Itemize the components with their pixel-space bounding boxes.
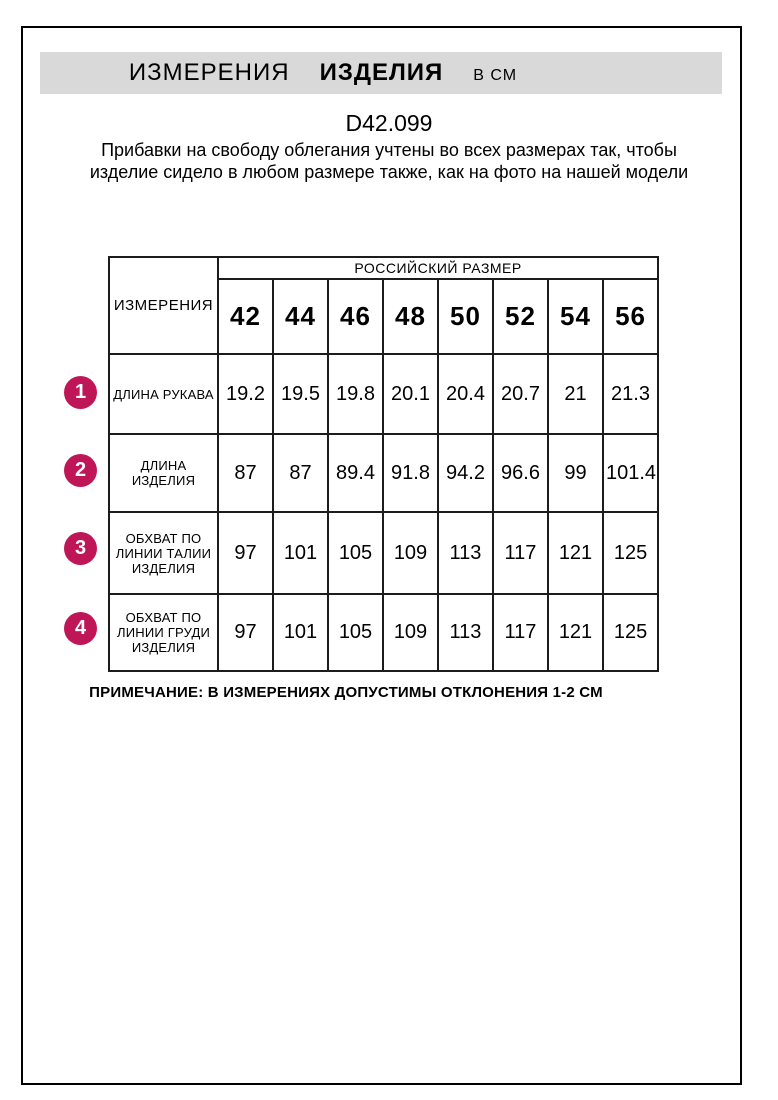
row-label: ДЛИНА ИЗДЕЛИЯ bbox=[108, 433, 219, 513]
row-label: ОБХВАТ ПО ЛИНИИ ТАЛИИ ИЗДЕЛИЯ bbox=[108, 511, 219, 595]
cell-value: 101 bbox=[272, 511, 329, 595]
cell-value: 87 bbox=[272, 433, 329, 513]
cell-value: 19.5 bbox=[272, 353, 329, 435]
table-row-item-length: ДЛИНА ИЗДЕЛИЯ 87 87 89.4 91.8 94.2 96.6 … bbox=[108, 433, 660, 513]
cell-value: 94.2 bbox=[437, 433, 494, 513]
russian-size-header: РОССИЙСКИЙ РАЗМЕР bbox=[216, 256, 660, 280]
size-header-row: 42 44 46 48 50 52 54 56 bbox=[109, 278, 660, 355]
cell-value: 121 bbox=[547, 511, 604, 595]
cell-value: 20.4 bbox=[437, 353, 494, 435]
row-label: ОБХВАТ ПО ЛИНИИ ГРУДИ ИЗДЕЛИЯ bbox=[108, 593, 219, 672]
row-marker-2: 2 bbox=[64, 454, 97, 487]
cell-value: 97 bbox=[217, 593, 274, 672]
row-label: ДЛИНА РУКАВА bbox=[108, 353, 219, 435]
title-bar: ИЗМЕРЕНИЯ ИЗДЕЛИЯ В СМ bbox=[40, 52, 722, 94]
row-marker-1: 1 bbox=[64, 376, 97, 409]
cell-value: 21 bbox=[547, 353, 604, 435]
table-row-chest-girth: ОБХВАТ ПО ЛИНИИ ГРУДИ ИЗДЕЛИЯ 97 101 105… bbox=[108, 593, 660, 672]
cell-value: 20.7 bbox=[492, 353, 549, 435]
cell-value: 125 bbox=[601, 593, 660, 672]
size-42: 42 bbox=[217, 278, 274, 355]
cell-value: 113 bbox=[437, 511, 494, 595]
cell-value: 97 bbox=[217, 511, 274, 595]
measurements-table: ИЗМЕРЕНИЯ РОССИЙСКИЙ РАЗМЕР 42 44 46 48 … bbox=[108, 256, 660, 672]
size-50: 50 bbox=[437, 278, 494, 355]
cell-value: 19.2 bbox=[217, 353, 274, 435]
size-46: 46 bbox=[327, 278, 384, 355]
table-row-waist-girth: ОБХВАТ ПО ЛИНИИ ТАЛИИ ИЗДЕЛИЯ 97 101 105… bbox=[108, 511, 660, 595]
title-unit: В СМ bbox=[473, 67, 518, 84]
size-44: 44 bbox=[272, 278, 329, 355]
size-54: 54 bbox=[547, 278, 604, 355]
cell-value: 113 bbox=[437, 593, 494, 672]
cell-value: 89.4 bbox=[327, 433, 384, 513]
cell-value: 105 bbox=[327, 593, 384, 672]
cell-value: 121 bbox=[547, 593, 604, 672]
cell-value: 91.8 bbox=[382, 433, 439, 513]
cell-value: 19.8 bbox=[327, 353, 384, 435]
size-56: 56 bbox=[601, 278, 660, 355]
row-marker-4: 4 bbox=[64, 612, 97, 645]
cell-value: 117 bbox=[492, 593, 549, 672]
cell-value: 109 bbox=[382, 511, 439, 595]
size-48: 48 bbox=[382, 278, 439, 355]
cell-value: 109 bbox=[382, 593, 439, 672]
cell-value: 87 bbox=[217, 433, 274, 513]
page-border-frame bbox=[21, 26, 742, 1085]
title-product: ИЗДЕЛИЯ bbox=[319, 59, 444, 86]
cell-value: 20.1 bbox=[382, 353, 439, 435]
fit-description: Прибавки на свободу облегания учтены во … bbox=[89, 140, 689, 182]
table-row-sleeve-length: ДЛИНА РУКАВА 19.2 19.5 19.8 20.1 20.4 20… bbox=[108, 353, 660, 435]
cell-value: 101.4 bbox=[601, 433, 660, 513]
cell-value: 21.3 bbox=[601, 353, 660, 435]
page-title: ИЗМЕРЕНИЯ ИЗДЕЛИЯ В СМ bbox=[129, 59, 517, 87]
corner-header-cell: ИЗМЕРЕНИЯ bbox=[108, 256, 219, 355]
product-code: D42.099 bbox=[345, 110, 433, 136]
measurements-table-container: ИЗМЕРЕНИЯ РОССИЙСКИЙ РАЗМЕР 42 44 46 48 … bbox=[108, 256, 660, 672]
cell-value: 96.6 bbox=[492, 433, 549, 513]
cell-value: 125 bbox=[601, 511, 660, 595]
cell-value: 101 bbox=[272, 593, 329, 672]
row-marker-3: 3 bbox=[64, 532, 97, 565]
cell-value: 105 bbox=[327, 511, 384, 595]
size-52: 52 bbox=[492, 278, 549, 355]
title-measurements: ИЗМЕРЕНИЯ bbox=[128, 59, 290, 86]
cell-value: 99 bbox=[547, 433, 604, 513]
tolerance-note: ПРИМЕЧАНИЕ: В ИЗМЕРЕНИЯХ ДОПУСТИМЫ ОТКЛО… bbox=[89, 684, 603, 701]
cell-value: 117 bbox=[492, 511, 549, 595]
